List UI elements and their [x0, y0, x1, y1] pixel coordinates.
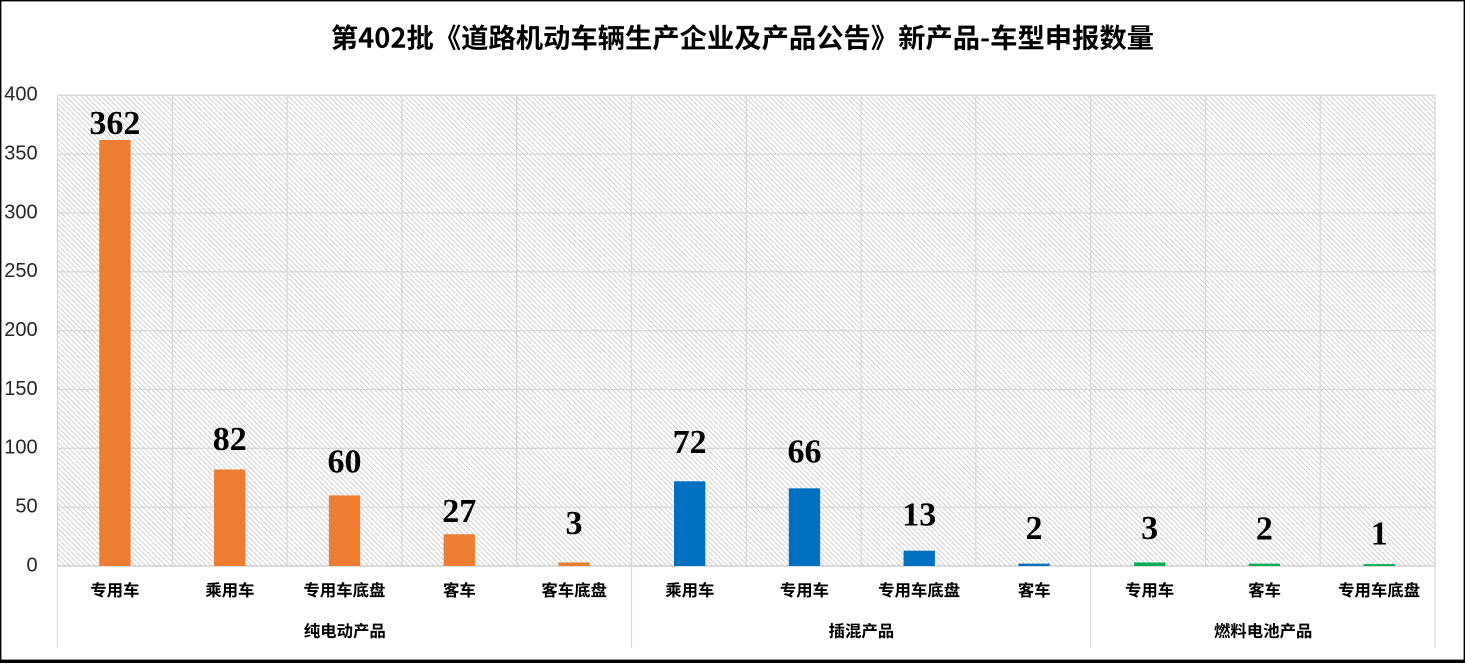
svg-text:82: 82 [213, 421, 247, 458]
svg-text:250: 250 [4, 260, 37, 282]
svg-text:100: 100 [4, 437, 37, 459]
svg-text:50: 50 [15, 495, 37, 517]
svg-text:2: 2 [1026, 510, 1043, 547]
svg-text:2: 2 [1256, 510, 1273, 547]
svg-text:400: 400 [4, 84, 37, 106]
svg-text:72: 72 [673, 424, 707, 461]
svg-text:27: 27 [442, 493, 476, 530]
svg-text:1: 1 [1371, 515, 1388, 552]
svg-text:13: 13 [902, 497, 936, 534]
svg-text:3: 3 [566, 505, 583, 542]
svg-text:200: 200 [4, 319, 37, 341]
svg-text:0: 0 [26, 554, 37, 576]
svg-text:3: 3 [1141, 510, 1158, 547]
svg-text:362: 362 [89, 105, 140, 142]
svg-text:150: 150 [4, 378, 37, 400]
svg-text:300: 300 [4, 201, 37, 223]
svg-text:66: 66 [787, 434, 821, 471]
svg-text:350: 350 [4, 142, 37, 164]
svg-text:60: 60 [327, 443, 361, 480]
